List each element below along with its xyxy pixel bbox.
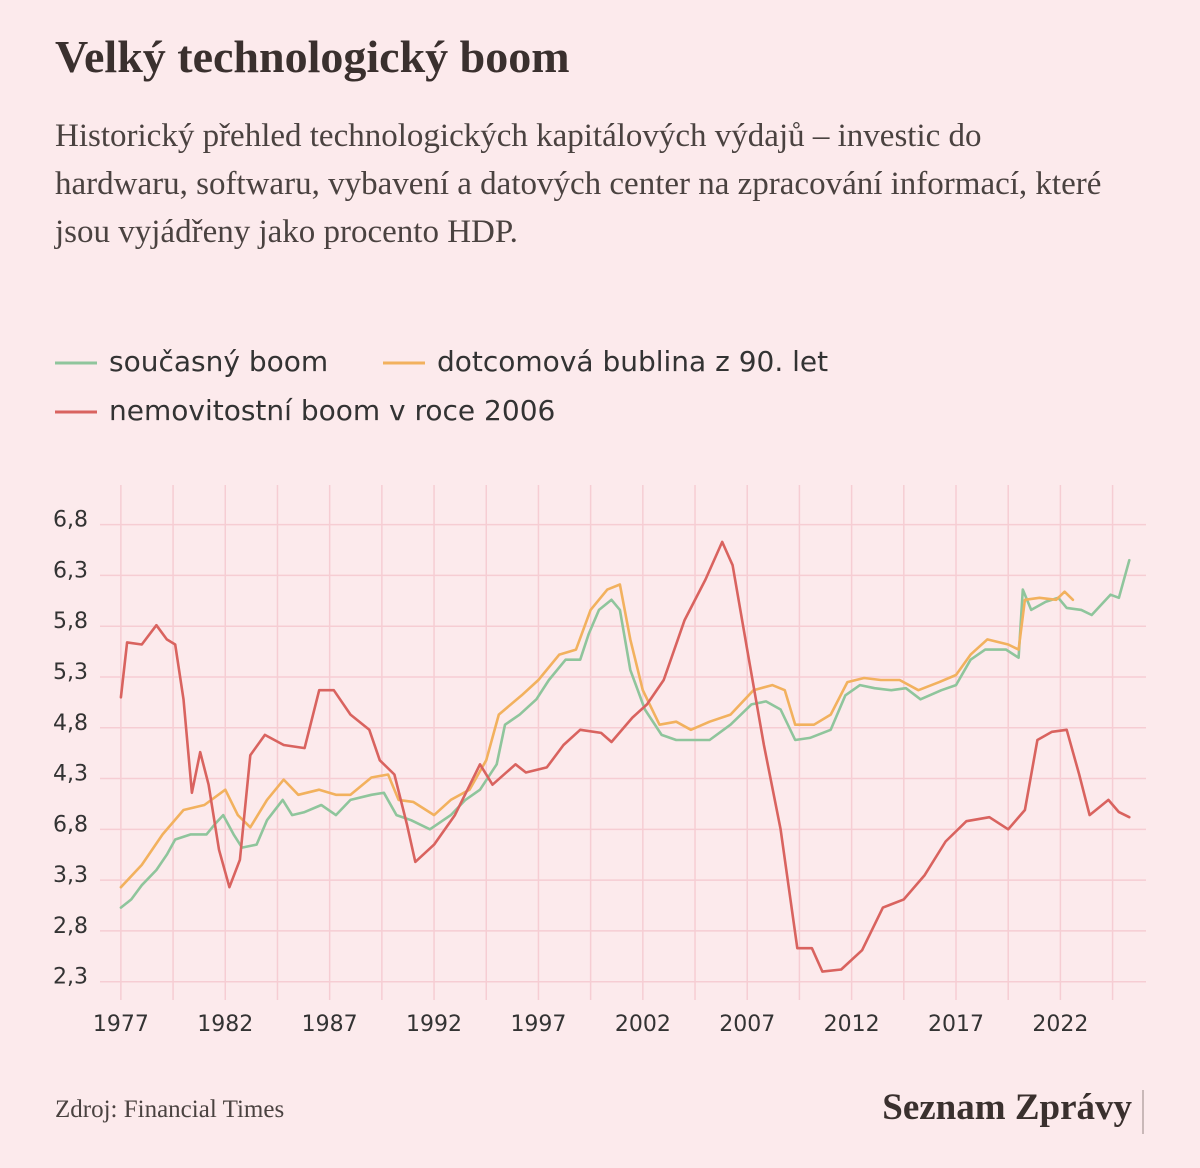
y-tick-label: 5,8 (53, 609, 88, 634)
chart-subtitle: Historický přehled technologických kapit… (55, 118, 1102, 250)
y-tick-label: 6,8 (53, 812, 88, 837)
x-tick-label: 1977 (93, 1012, 149, 1037)
legend-label: nemovitostní boom v roce 2006 (109, 394, 555, 427)
x-tick-label: 2022 (1032, 1012, 1088, 1037)
brand-divider (1142, 1090, 1144, 1134)
x-tick-label: 1982 (197, 1012, 253, 1037)
y-tick-label: 6,8 (53, 508, 88, 533)
x-tick-label: 2017 (928, 1012, 984, 1037)
x-tick-label: 2007 (719, 1012, 775, 1037)
y-tick-label: 4,3 (53, 762, 88, 787)
x-tick-label: 1997 (510, 1012, 566, 1037)
data-line (119, 540, 1131, 973)
x-tick-label: 2002 (615, 1012, 671, 1037)
y-tick-label: 2,8 (53, 914, 88, 939)
y-tick-label: 5,3 (53, 660, 88, 685)
legend-label: současný boom (109, 345, 328, 378)
data-line (119, 583, 1075, 889)
y-tick-label: 6,3 (53, 558, 88, 583)
x-tick-label: 1992 (406, 1012, 462, 1037)
y-tick-label: 2,3 (53, 965, 88, 990)
chart-title: Velký technologický boom (55, 31, 570, 82)
y-tick-label: 3,3 (53, 863, 88, 888)
data-line (119, 558, 1131, 909)
x-tick-label: 1987 (302, 1012, 358, 1037)
x-tick-label: 2012 (824, 1012, 880, 1037)
source-note: Zdroj: Financial Times (55, 1096, 285, 1123)
brand-logo: Seznam Zprávy (882, 1087, 1132, 1128)
y-tick-label: 4,8 (53, 711, 88, 736)
legend-label: dotcomová bublina z 90. let (437, 345, 828, 378)
